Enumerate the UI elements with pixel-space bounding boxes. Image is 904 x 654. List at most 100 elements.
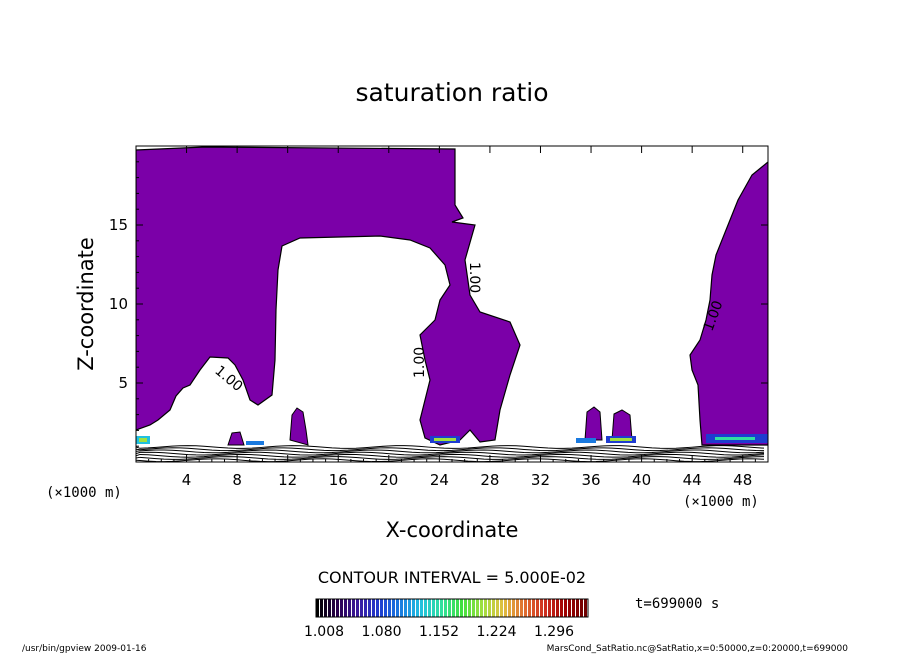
y-tick-label: 15 bbox=[109, 216, 128, 234]
colorbar-cell bbox=[352, 599, 355, 617]
colorbar-cell bbox=[564, 599, 567, 617]
colorbar-cell bbox=[472, 599, 475, 617]
colorbar-cell bbox=[480, 599, 483, 617]
colorbar-cell bbox=[500, 599, 503, 617]
x-tick-label: 12 bbox=[278, 471, 297, 489]
colorbar-cell bbox=[368, 599, 371, 617]
colorbar bbox=[316, 599, 587, 617]
colorbar-cell bbox=[516, 599, 519, 617]
chart-title: saturation ratio bbox=[355, 78, 548, 107]
colorbar-cell bbox=[364, 599, 367, 617]
contour-interval: CONTOUR INTERVAL = 5.000E-02 bbox=[318, 568, 586, 587]
colorbar-cell bbox=[540, 599, 543, 617]
surface-contour bbox=[136, 447, 765, 452]
x-unit-left: (×1000 m) bbox=[46, 485, 122, 501]
colorbar-cell bbox=[508, 599, 511, 617]
colorbar-tick-label: 1.080 bbox=[361, 624, 401, 640]
colorbar-cell bbox=[452, 599, 455, 617]
x-tick-label: 40 bbox=[632, 471, 651, 489]
blob bbox=[246, 441, 264, 445]
colorbar-cell bbox=[460, 599, 463, 617]
surface-contour bbox=[136, 445, 765, 449]
x-tick-label: 44 bbox=[683, 471, 702, 489]
surface-contour bbox=[136, 451, 765, 456]
surface-contour bbox=[136, 453, 765, 458]
colorbar-cell bbox=[404, 599, 407, 617]
y-tick-label: 10 bbox=[109, 295, 128, 313]
contour-label: 1.00 bbox=[412, 347, 428, 378]
colorbar-cell bbox=[512, 599, 515, 617]
x-unit-right: (×1000 m) bbox=[683, 494, 759, 510]
colorbar-cell bbox=[492, 599, 495, 617]
colorbar-cell bbox=[356, 599, 359, 617]
colorbar-cell bbox=[336, 599, 339, 617]
colorbar-cell bbox=[568, 599, 571, 617]
colorbar-cell bbox=[332, 599, 335, 617]
colorbar-cell bbox=[420, 599, 423, 617]
colorbar-cell bbox=[536, 599, 539, 617]
colorbar-cell bbox=[576, 599, 579, 617]
colorbar-cell bbox=[396, 599, 399, 617]
colorbar-cell bbox=[532, 599, 535, 617]
colorbar-ticks: 1.008 1.080 1.152 1.224 1.296 bbox=[304, 624, 574, 640]
colorbar-cell bbox=[556, 599, 559, 617]
x-tick-label: 32 bbox=[531, 471, 550, 489]
colorbar-cell bbox=[476, 599, 479, 617]
column-12k bbox=[289, 407, 309, 446]
colorbar-cell bbox=[552, 599, 555, 617]
colorbar-cell bbox=[432, 599, 435, 617]
colorbar-cell bbox=[560, 599, 563, 617]
colorbar-cell bbox=[496, 599, 499, 617]
colorbar-cell bbox=[456, 599, 459, 617]
colorbar-cell bbox=[448, 599, 451, 617]
x-tick-label: 16 bbox=[329, 471, 348, 489]
colorbar-cell bbox=[408, 599, 411, 617]
colorbar-cell bbox=[324, 599, 327, 617]
colorbar-cell bbox=[572, 599, 575, 617]
saturated-region-left bbox=[136, 146, 521, 446]
colorbar-cell bbox=[428, 599, 431, 617]
colorbar-cell bbox=[440, 599, 443, 617]
x-axis-label: X-coordinate bbox=[386, 518, 519, 542]
colorbar-cell bbox=[548, 599, 551, 617]
colorbar-cell bbox=[488, 599, 491, 617]
colorbar-cell bbox=[340, 599, 343, 617]
colorbar-cell bbox=[392, 599, 395, 617]
y-axis-label: Z-coordinate bbox=[74, 237, 98, 371]
colorbar-cell bbox=[412, 599, 415, 617]
y-tick-label: 5 bbox=[118, 374, 128, 392]
x-tick-label: 48 bbox=[733, 471, 752, 489]
x-tick-label: 8 bbox=[232, 471, 242, 489]
blob bbox=[715, 437, 755, 440]
y-axis: 5 10 15 bbox=[109, 161, 768, 447]
x-tick-label: 28 bbox=[480, 471, 499, 489]
x-tick-label: 4 bbox=[182, 471, 192, 489]
surface-contour bbox=[136, 449, 765, 454]
blob bbox=[434, 438, 456, 441]
time-label: t=699000 s bbox=[635, 596, 719, 612]
plot-area: 1.00 1.00 1.00 1.00 bbox=[135, 145, 769, 463]
colorbar-cell bbox=[320, 599, 323, 617]
colorbar-cell bbox=[444, 599, 447, 617]
colorbar-cell bbox=[380, 599, 383, 617]
colorbar-cell bbox=[384, 599, 387, 617]
surface-contour bbox=[136, 458, 765, 462]
saturated-region-right bbox=[689, 161, 768, 446]
column-36k bbox=[584, 406, 603, 441]
x-tick-label: 24 bbox=[430, 471, 449, 489]
contour-label: 1.00 bbox=[466, 262, 482, 293]
colorbar-frame bbox=[315, 598, 589, 618]
column-39k bbox=[611, 409, 633, 441]
colorbar-cell bbox=[376, 599, 379, 617]
colorbar-cell bbox=[360, 599, 363, 617]
colorbar-cell bbox=[544, 599, 547, 617]
colorbar-cell bbox=[400, 599, 403, 617]
colorbar-cell bbox=[316, 599, 319, 617]
colorbar-tick-label: 1.296 bbox=[534, 624, 574, 640]
colorbar-cell bbox=[468, 599, 471, 617]
colorbar-cell bbox=[348, 599, 351, 617]
colorbar-tick-label: 1.224 bbox=[476, 624, 516, 640]
colorbar-cell bbox=[528, 599, 531, 617]
colorbar-cell bbox=[416, 599, 419, 617]
